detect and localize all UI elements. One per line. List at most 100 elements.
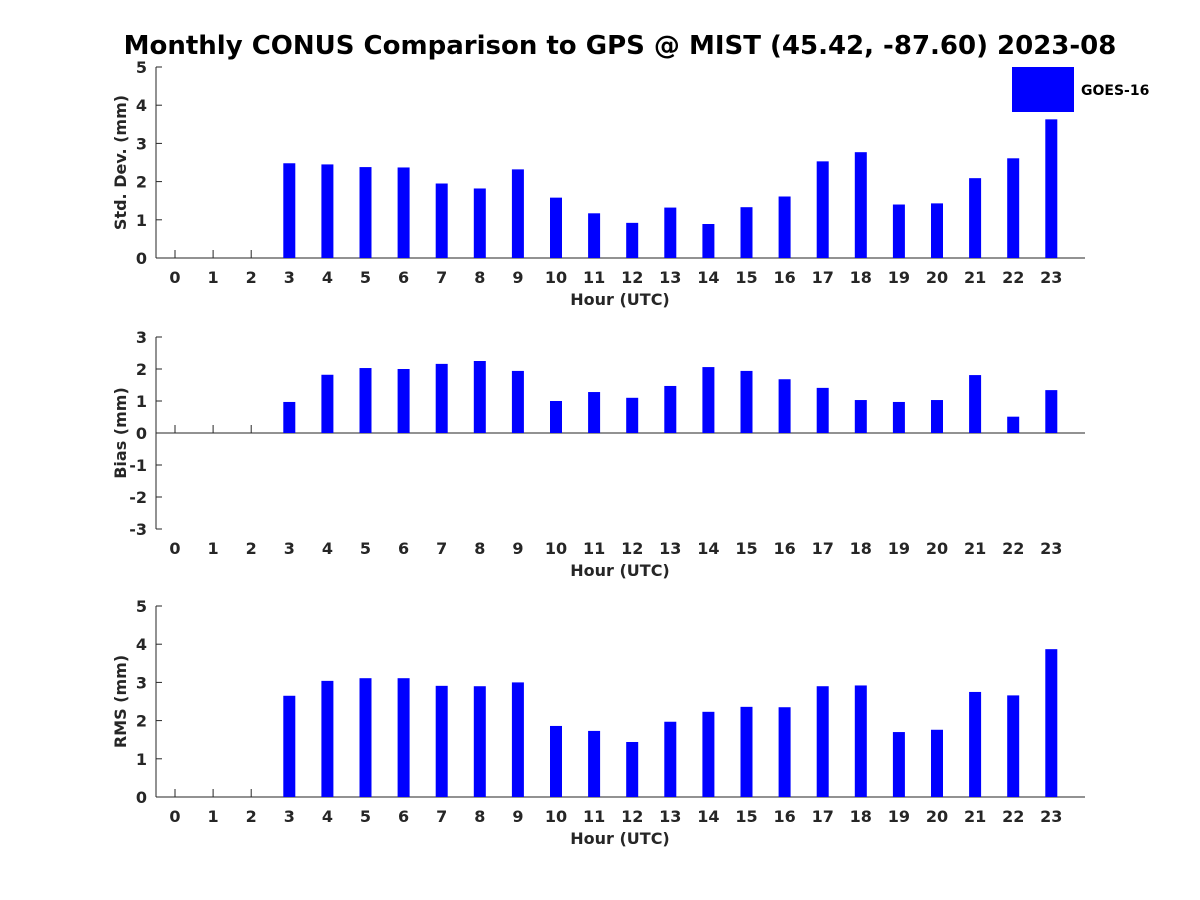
rms-bar-hour-4 [321,680,334,797]
bias-y-tick-label: 3 [136,328,147,347]
std-dev-y-tick-label: 4 [136,96,147,115]
std-dev-bar-hour-23 [1045,119,1058,258]
bias-x-tick-label: 1 [208,539,219,558]
rms-x-tick-label: 3 [284,807,295,826]
std-dev-bar-hour-4 [321,164,334,258]
std-dev-bar-hour-9 [511,169,524,258]
std-dev-x-tick-label: 22 [1002,268,1024,287]
rms-x-tick-label: 16 [773,807,795,826]
bias-bar-hour-15 [740,370,753,433]
rms-x-tick-label: 1 [208,807,219,826]
rms-bar-hour-22 [1007,695,1020,797]
rms-x-tick-label: 4 [322,807,333,826]
bias-y-axis-label: Bias (mm) [111,387,130,479]
bias-y-tick-label: -3 [129,520,147,539]
rms-bar-hour-20 [931,729,943,797]
rms-y-axis-label: RMS (mm) [111,655,130,748]
bias-bar-hour-21 [969,375,982,433]
std-dev-bar-hour-6 [397,167,410,258]
rms-bar-hour-15 [740,706,753,797]
bias-x-tick-label: 16 [773,539,795,558]
bias-x-tick-label: 12 [621,539,643,558]
std-dev-y-axis-label: Std. Dev. (mm) [111,95,130,230]
rms-x-tick-label: 22 [1002,807,1024,826]
bias-bar-hour-20 [931,400,943,433]
bias-x-tick-label: 17 [812,539,834,558]
rms-x-tick-label: 11 [583,807,605,826]
rms-bar-hour-23 [1045,649,1058,797]
std-dev-bar-hour-10 [550,197,562,258]
bias-x-tick-label: 10 [545,539,567,558]
figure-title: Monthly CONUS Comparison to GPS @ MIST (… [124,31,1117,61]
bias-y-tick-label: -2 [129,488,147,507]
rms-bar-hour-13 [664,721,677,797]
bias-x-tick-label: 2 [246,539,257,558]
rms-y-tick-label: 5 [136,597,147,616]
bias-x-tick-label: 6 [398,539,409,558]
rms-y-tick-label: 0 [136,788,147,807]
bias-y-tick-label: 2 [136,360,147,379]
std-dev-x-tick-label: 1 [208,268,219,287]
bias-bar-hour-3 [283,401,296,433]
rms-bar-hour-12 [626,741,639,797]
bias-x-tick-label: 9 [512,539,523,558]
std-dev-x-tick-label: 23 [1040,268,1062,287]
legend-swatch [1012,67,1074,112]
rms-bar-hour-10 [550,725,562,797]
rms-x-tick-label: 21 [964,807,986,826]
rms-y-tick-label: 1 [136,750,147,769]
std-dev-y-tick-label: 1 [136,211,147,230]
std-dev-x-tick-label: 10 [545,268,567,287]
bias-x-tick-label: 3 [284,539,295,558]
bias-bar-hour-19 [892,401,905,433]
std-dev-x-tick-label: 17 [812,268,834,287]
rms-y-tick-label: 3 [136,673,147,692]
bias-x-tick-label: 8 [474,539,485,558]
bias-bar-hour-8 [473,361,486,433]
rms-y-tick-label: 2 [136,712,147,731]
bias-bar-hour-10 [550,401,562,433]
bias-bar-hour-13 [664,385,677,433]
std-dev-x-tick-label: 19 [888,268,910,287]
bias-x-tick-label: 21 [964,539,986,558]
bias-x-tick-label: 18 [850,539,872,558]
std-dev-bar-hour-15 [740,207,753,258]
std-dev-x-tick-label: 9 [512,268,523,287]
bias-x-tick-label: 22 [1002,539,1024,558]
rms-x-tick-label: 7 [436,807,447,826]
rms-x-tick-label: 9 [512,807,523,826]
rms-bar-hour-21 [969,691,982,797]
std-dev-x-tick-label: 8 [474,268,485,287]
rms-x-tick-label: 15 [735,807,757,826]
rms-x-axis-label: Hour (UTC) [570,829,670,848]
bias-bar-hour-22 [1007,416,1020,433]
std-dev-x-tick-label: 11 [583,268,605,287]
rms-x-tick-label: 23 [1040,807,1062,826]
bias-x-axis-label: Hour (UTC) [570,561,670,580]
bias-bar-hour-23 [1045,390,1058,433]
std-dev-y-tick-label: 2 [136,173,147,192]
rms-x-tick-label: 2 [246,807,257,826]
std-dev-bar-hour-7 [435,183,448,258]
rms-x-tick-label: 19 [888,807,910,826]
rms-x-tick-label: 12 [621,807,643,826]
bias-bar-hour-16 [778,379,791,433]
rms-bar-hour-3 [283,695,296,797]
bias-x-tick-label: 14 [697,539,719,558]
bias-bar-hour-9 [511,370,524,433]
std-dev-bar-hour-19 [892,204,905,258]
std-dev-bar-hour-20 [931,203,943,258]
bias-x-tick-label: 23 [1040,539,1062,558]
std-dev-bar-hour-22 [1007,158,1020,258]
rms-y-tick-label: 4 [136,635,147,654]
rms-bar-hour-16 [778,707,791,797]
std-dev-bar-hour-3 [283,163,296,258]
bias-bar-hour-18 [854,400,867,433]
std-dev-x-tick-label: 2 [246,268,257,287]
bias-x-tick-label: 7 [436,539,447,558]
bias-bar-hour-5 [359,368,372,433]
std-dev-x-tick-label: 14 [697,268,719,287]
